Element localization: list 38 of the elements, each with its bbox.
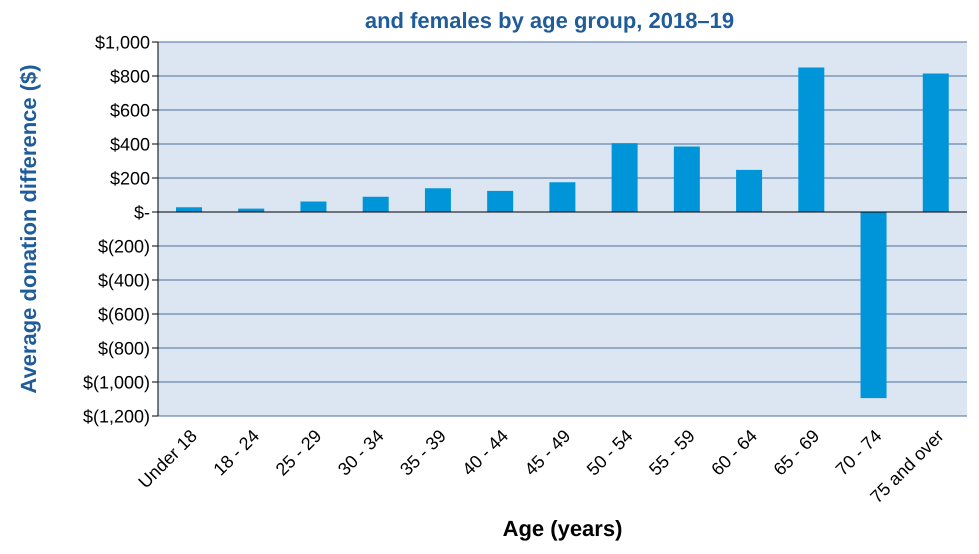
y-tick-label: $600 — [110, 100, 150, 120]
x-tick-label: 55 - 59 — [645, 426, 699, 480]
bar — [612, 143, 638, 212]
x-tick-label: 50 - 54 — [582, 426, 637, 480]
chart-title: and females by age group, 2018–19 — [364, 8, 736, 34]
x-tick-label: 60 - 64 — [707, 426, 762, 480]
y-tick-label: $(400) — [98, 270, 150, 290]
bar — [674, 146, 700, 212]
y-tick-label: $400 — [110, 134, 150, 154]
y-tick-label: $1,000 — [94, 32, 150, 52]
bar — [922, 73, 949, 212]
y-tick-label: $(1,200) — [82, 406, 150, 426]
y-tick-label: $(200) — [98, 236, 150, 256]
bar — [549, 182, 576, 212]
bar — [424, 188, 451, 212]
x-tick-label: 45 - 49 — [520, 426, 574, 480]
y-tick-label: $(800) — [98, 338, 150, 358]
x-tick-label: 70 - 74 — [832, 426, 886, 480]
x-tick-label: 18 - 24 — [209, 426, 264, 480]
y-tick-label: $(600) — [98, 304, 150, 324]
x-tick-label: 35 - 39 — [396, 426, 450, 480]
y-tick-label: $- — [134, 202, 150, 222]
bar — [798, 68, 824, 212]
bar — [176, 207, 202, 212]
bar — [487, 190, 514, 212]
y-tick-label: $200 — [110, 168, 150, 188]
y-axis-title: Average donation difference ($) — [16, 64, 41, 394]
x-tick-label: 65 - 69 — [770, 426, 824, 480]
y-tick-label: $800 — [110, 66, 150, 86]
bar — [362, 196, 389, 212]
x-tick-label: 30 - 34 — [334, 426, 388, 480]
x-axis-title: Age (years) — [502, 516, 622, 541]
x-tick-label: 25 - 29 — [272, 426, 326, 480]
y-tick-label: $(1,000) — [82, 372, 150, 392]
bar — [736, 170, 762, 212]
bar — [300, 201, 326, 212]
bar — [860, 212, 887, 398]
x-tick-label: 40 - 44 — [458, 426, 512, 480]
